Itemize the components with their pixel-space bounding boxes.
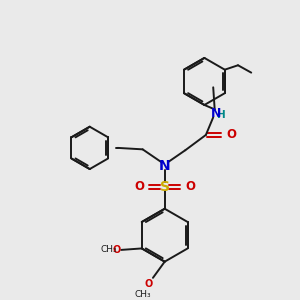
Text: S: S <box>160 180 170 194</box>
Text: O: O <box>112 245 120 255</box>
Text: CH₃: CH₃ <box>100 245 117 254</box>
Text: O: O <box>226 128 236 141</box>
Text: H: H <box>217 110 226 120</box>
Text: O: O <box>185 180 195 193</box>
Text: CH₃: CH₃ <box>134 290 151 299</box>
Text: N: N <box>159 158 170 172</box>
Text: N: N <box>211 107 221 120</box>
Text: O: O <box>144 279 152 289</box>
Text: O: O <box>134 180 144 193</box>
